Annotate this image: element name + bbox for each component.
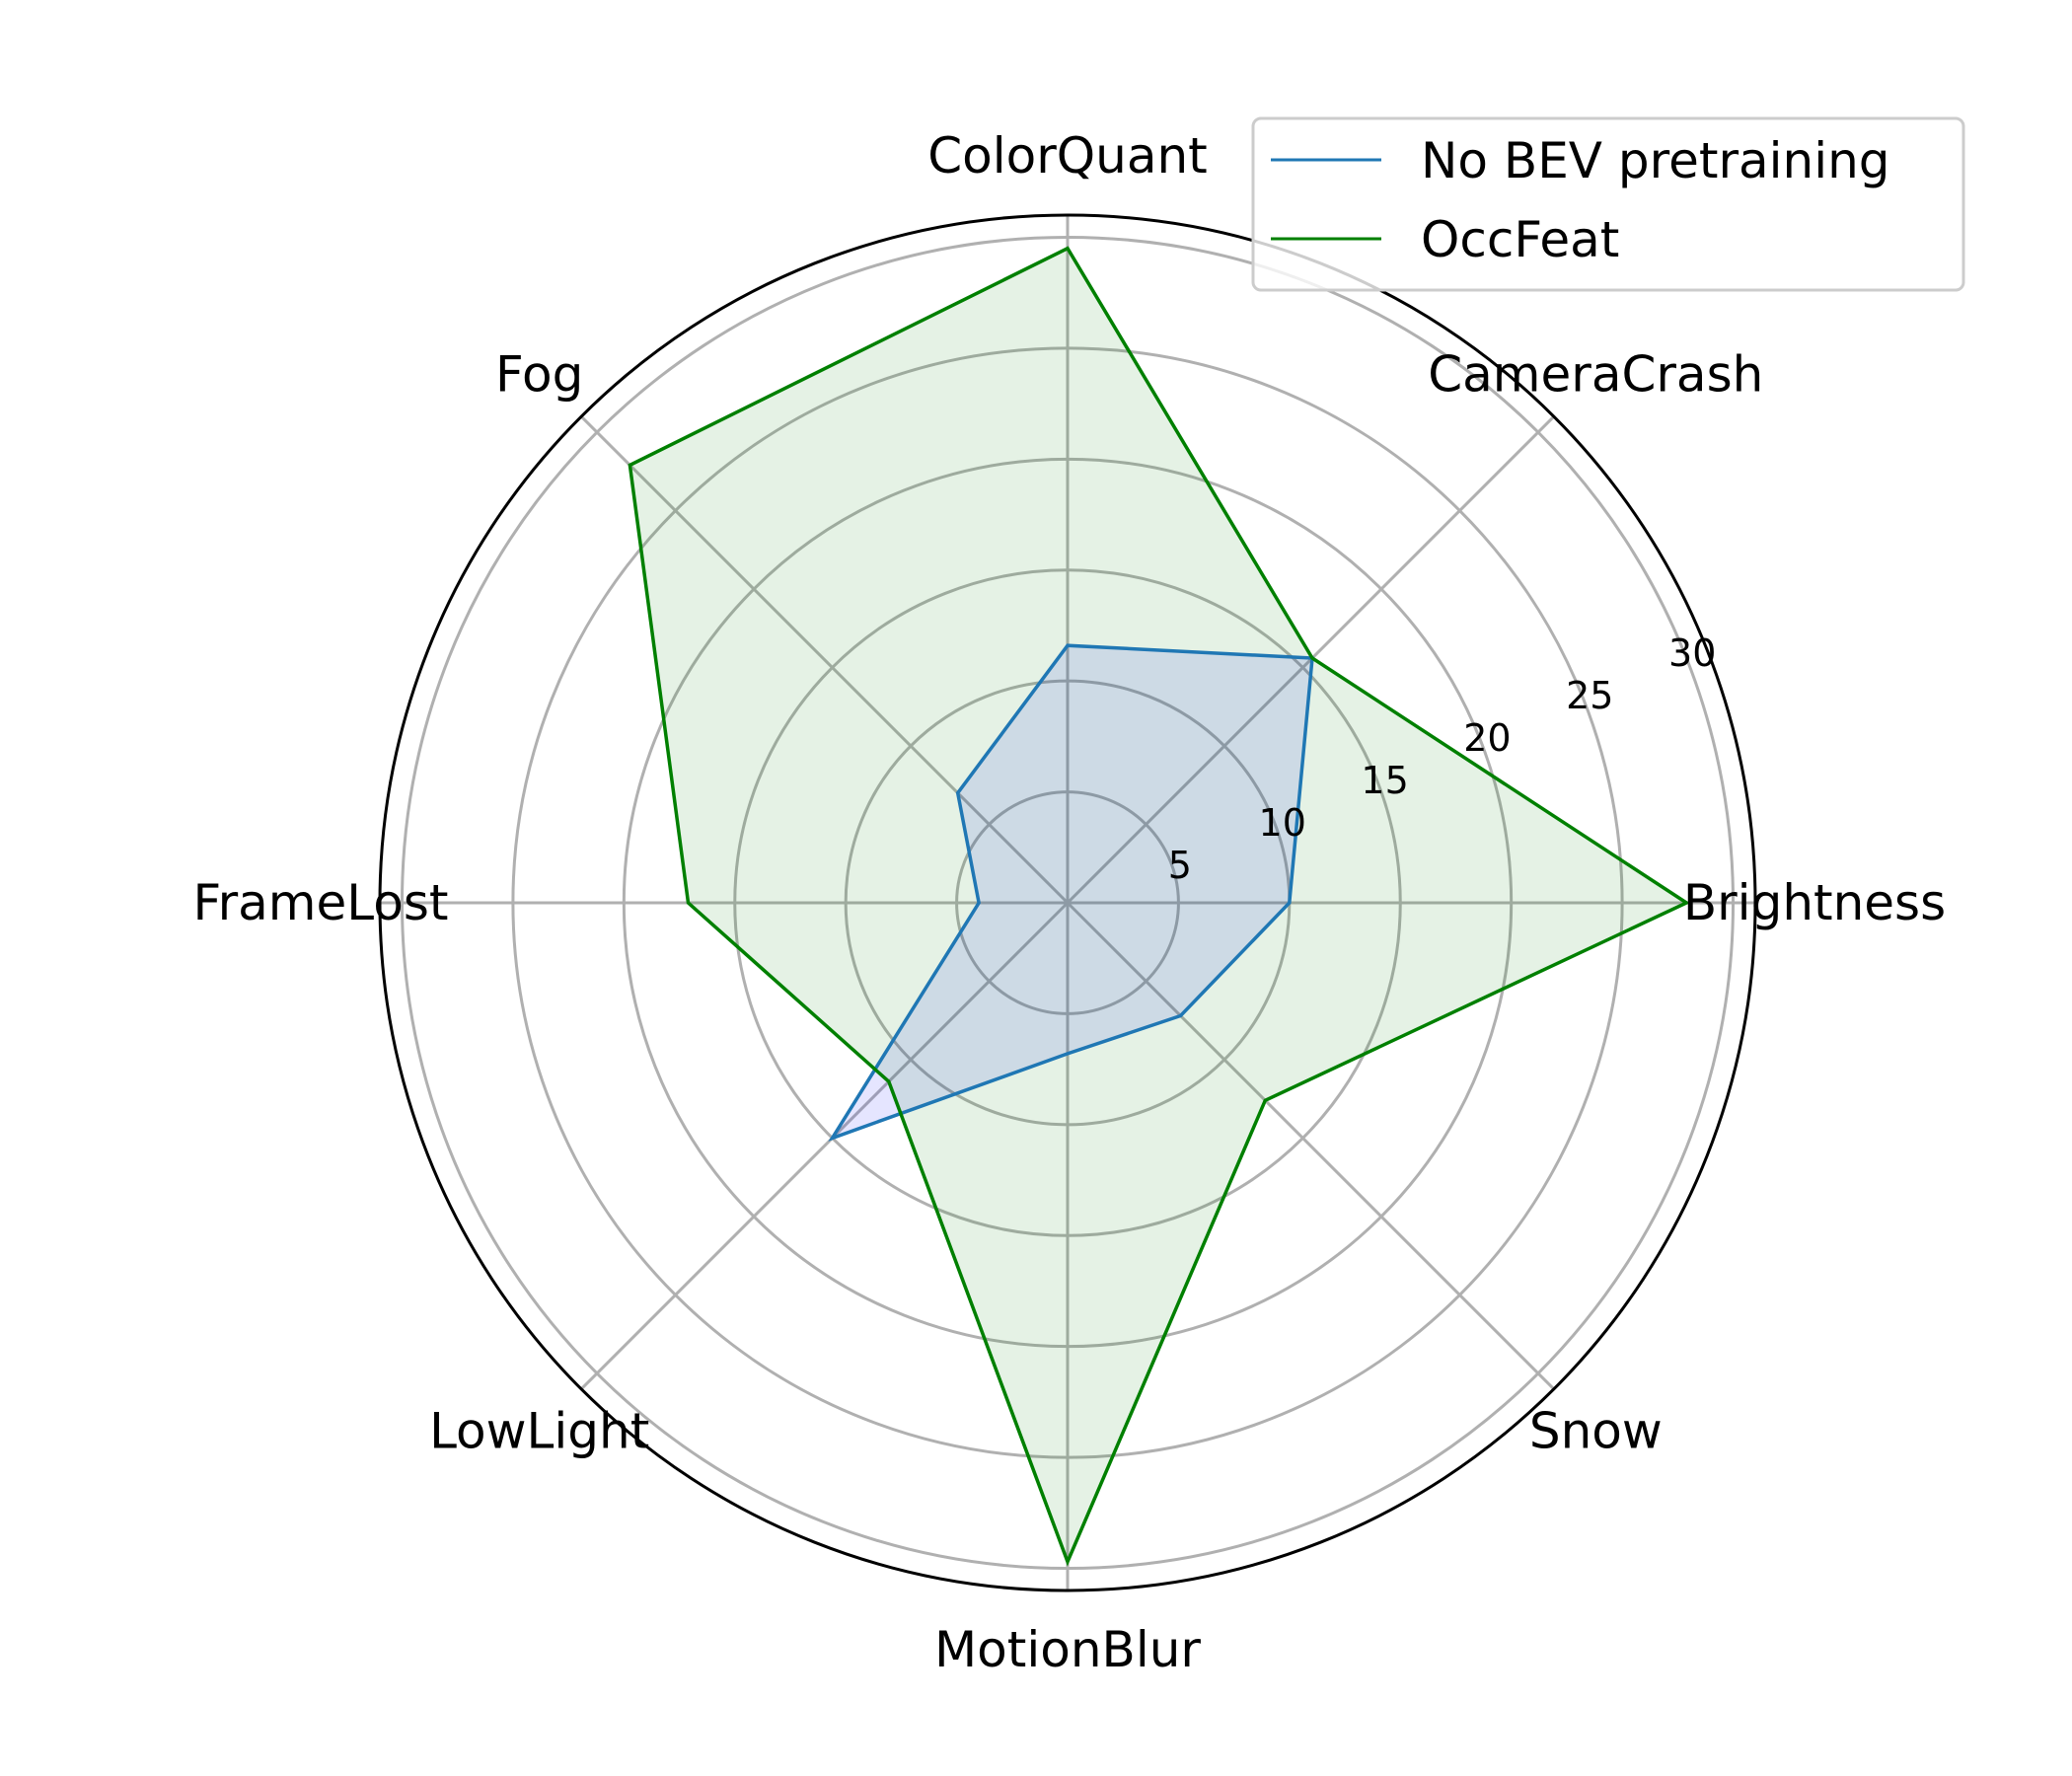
rtick-label-15: 15 [1361,759,1408,802]
axis-label-framelost: FrameLost [192,874,448,931]
axis-label-lowlight: LowLight [429,1402,649,1459]
rtick-label-25: 25 [1566,674,1613,717]
rtick-label-10: 10 [1259,801,1306,845]
series-fills [629,248,1687,1562]
axis-labels: Brightness CameraCrash ColorQuant Fog FrameL… [192,127,1946,1678]
legend: No BEV pretraining OccFeat [1251,116,1965,292]
spoke-lowlight [580,901,1070,1390]
axis-label-brightness: Brightness [1683,874,1946,931]
rtick-label-20: 20 [1463,716,1511,760]
spoke-snow [1066,901,1555,1390]
series-lines [628,246,1690,1567]
series-fill-occfeat [629,248,1687,1562]
polar-spine [378,213,1757,1592]
series-fill-no-bev-pretraining [832,645,1312,1139]
rtick-label-5: 5 [1168,844,1192,887]
axis-label-cameracrash: CameraCrash [1428,346,1763,404]
legend-label-no-bev-pretraining: No BEV pretraining [1421,132,1890,189]
legend-label-occfeat: OccFeat [1421,211,1619,268]
spoke-fog [580,415,1070,905]
axis-label-fog: Fog [495,346,583,404]
radar-grid [380,215,1755,1591]
axis-label-snow: Snow [1529,1402,1663,1459]
radial-tick-labels: 5 10 15 20 25 30 [1168,631,1717,887]
outer-spine [378,213,1757,1592]
series-line-no-bev-pretraining [828,643,1314,1142]
axis-label-motionblur: MotionBlur [934,1621,1201,1678]
legend-frame [1251,116,1965,292]
axis-label-colorquant: ColorQuant [927,127,1208,185]
series-line-occfeat [628,246,1690,1567]
rtick-label-30: 30 [1668,631,1716,675]
